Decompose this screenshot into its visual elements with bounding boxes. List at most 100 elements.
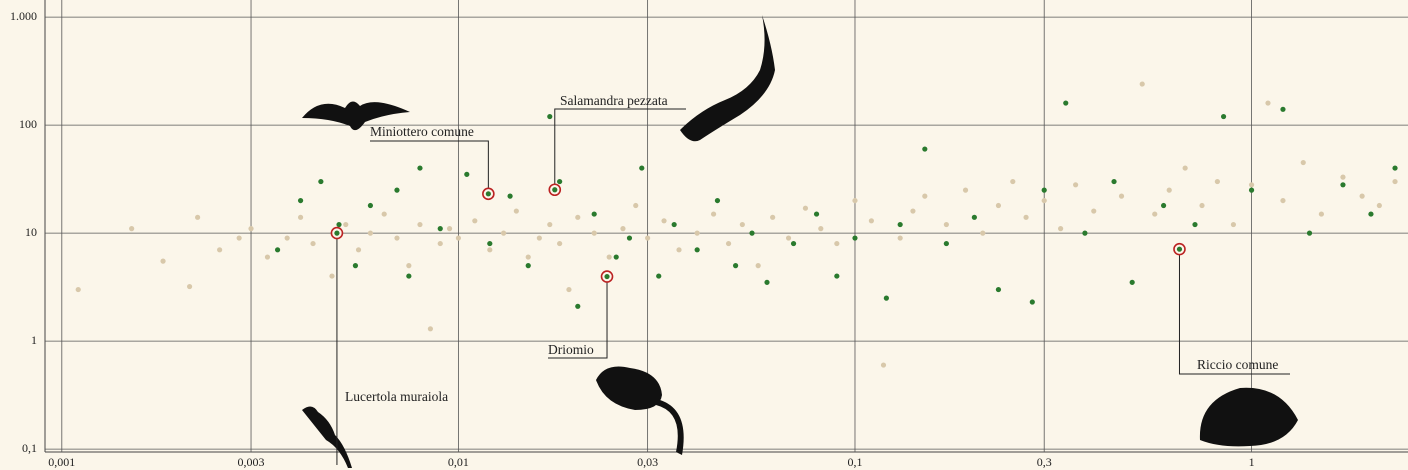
point — [607, 254, 612, 259]
point — [1183, 165, 1188, 170]
y-tick-label: 1.000 — [10, 9, 37, 23]
point — [195, 215, 200, 220]
point — [1152, 211, 1157, 216]
point — [740, 222, 745, 227]
point — [1231, 222, 1236, 227]
leader-line — [555, 109, 686, 190]
point — [438, 241, 443, 246]
point — [910, 208, 915, 213]
dormouse-silhouette — [596, 367, 684, 456]
point — [526, 254, 531, 259]
point — [566, 287, 571, 292]
x-tick-label: 0,001 — [48, 455, 75, 469]
point — [160, 259, 165, 264]
point — [275, 247, 280, 252]
point — [129, 226, 134, 231]
point — [1073, 182, 1078, 187]
hedgehog-silhouette — [1200, 388, 1298, 447]
point — [428, 326, 433, 331]
point — [756, 263, 761, 268]
point — [639, 165, 644, 170]
point — [633, 203, 638, 208]
chart: 0,11101001.0000,0010,0030,010,030,10,31 … — [0, 0, 1408, 470]
point — [353, 263, 358, 268]
point — [944, 222, 949, 227]
point — [336, 222, 341, 227]
point — [1010, 179, 1015, 184]
point — [627, 235, 632, 240]
point — [733, 263, 738, 268]
point — [368, 203, 373, 208]
point — [996, 287, 1001, 292]
leader-line — [370, 141, 488, 194]
point — [1192, 222, 1197, 227]
point — [1042, 198, 1047, 203]
point — [869, 218, 874, 223]
highlight-label: Riccio comune — [1197, 357, 1278, 372]
point — [187, 284, 192, 289]
point — [1340, 182, 1345, 187]
point — [417, 222, 422, 227]
point — [592, 211, 597, 216]
x-tick-label: 1 — [1249, 455, 1255, 469]
point — [922, 146, 927, 151]
point — [614, 254, 619, 259]
point — [645, 235, 650, 240]
point — [1215, 179, 1220, 184]
x-tick-label: 0,3 — [1037, 455, 1052, 469]
point — [1091, 208, 1096, 213]
point — [310, 241, 315, 246]
point — [715, 198, 720, 203]
point — [575, 215, 580, 220]
point — [394, 188, 399, 193]
point — [487, 247, 492, 252]
point — [417, 165, 422, 170]
point — [1392, 165, 1397, 170]
point — [1111, 179, 1116, 184]
point — [786, 235, 791, 240]
point — [76, 287, 81, 292]
point — [695, 247, 700, 252]
point — [944, 241, 949, 246]
point — [592, 231, 597, 236]
point — [764, 280, 769, 285]
point — [980, 231, 985, 236]
x-tick-label: 0,03 — [637, 455, 658, 469]
point — [368, 231, 373, 236]
x-tick-label: 0,003 — [238, 455, 265, 469]
point — [217, 247, 222, 252]
highlight-point — [604, 274, 609, 279]
y-tick-label: 100 — [19, 117, 37, 131]
point — [318, 179, 323, 184]
highlight-label: Salamandra pezzata — [560, 93, 668, 108]
point — [298, 198, 303, 203]
point — [298, 215, 303, 220]
point — [676, 247, 681, 252]
x-tick-label: 0,01 — [448, 455, 469, 469]
point — [726, 241, 731, 246]
y-tick-label: 10 — [25, 225, 37, 239]
point — [1221, 114, 1226, 119]
point — [620, 226, 625, 231]
point — [1360, 194, 1365, 199]
point — [1392, 179, 1397, 184]
point — [1340, 175, 1345, 180]
point — [834, 273, 839, 278]
point — [248, 226, 253, 231]
point — [852, 198, 857, 203]
point — [672, 222, 677, 227]
point — [1249, 182, 1254, 187]
point — [507, 194, 512, 199]
point — [464, 172, 469, 177]
highlight-label: Lucertola muraiola — [345, 389, 448, 404]
point — [343, 222, 348, 227]
leader-line — [1179, 249, 1290, 374]
highlight-point — [1177, 247, 1182, 252]
highlight-point — [334, 231, 339, 236]
points — [76, 81, 1398, 367]
point — [394, 235, 399, 240]
point — [1368, 211, 1373, 216]
point — [1280, 107, 1285, 112]
